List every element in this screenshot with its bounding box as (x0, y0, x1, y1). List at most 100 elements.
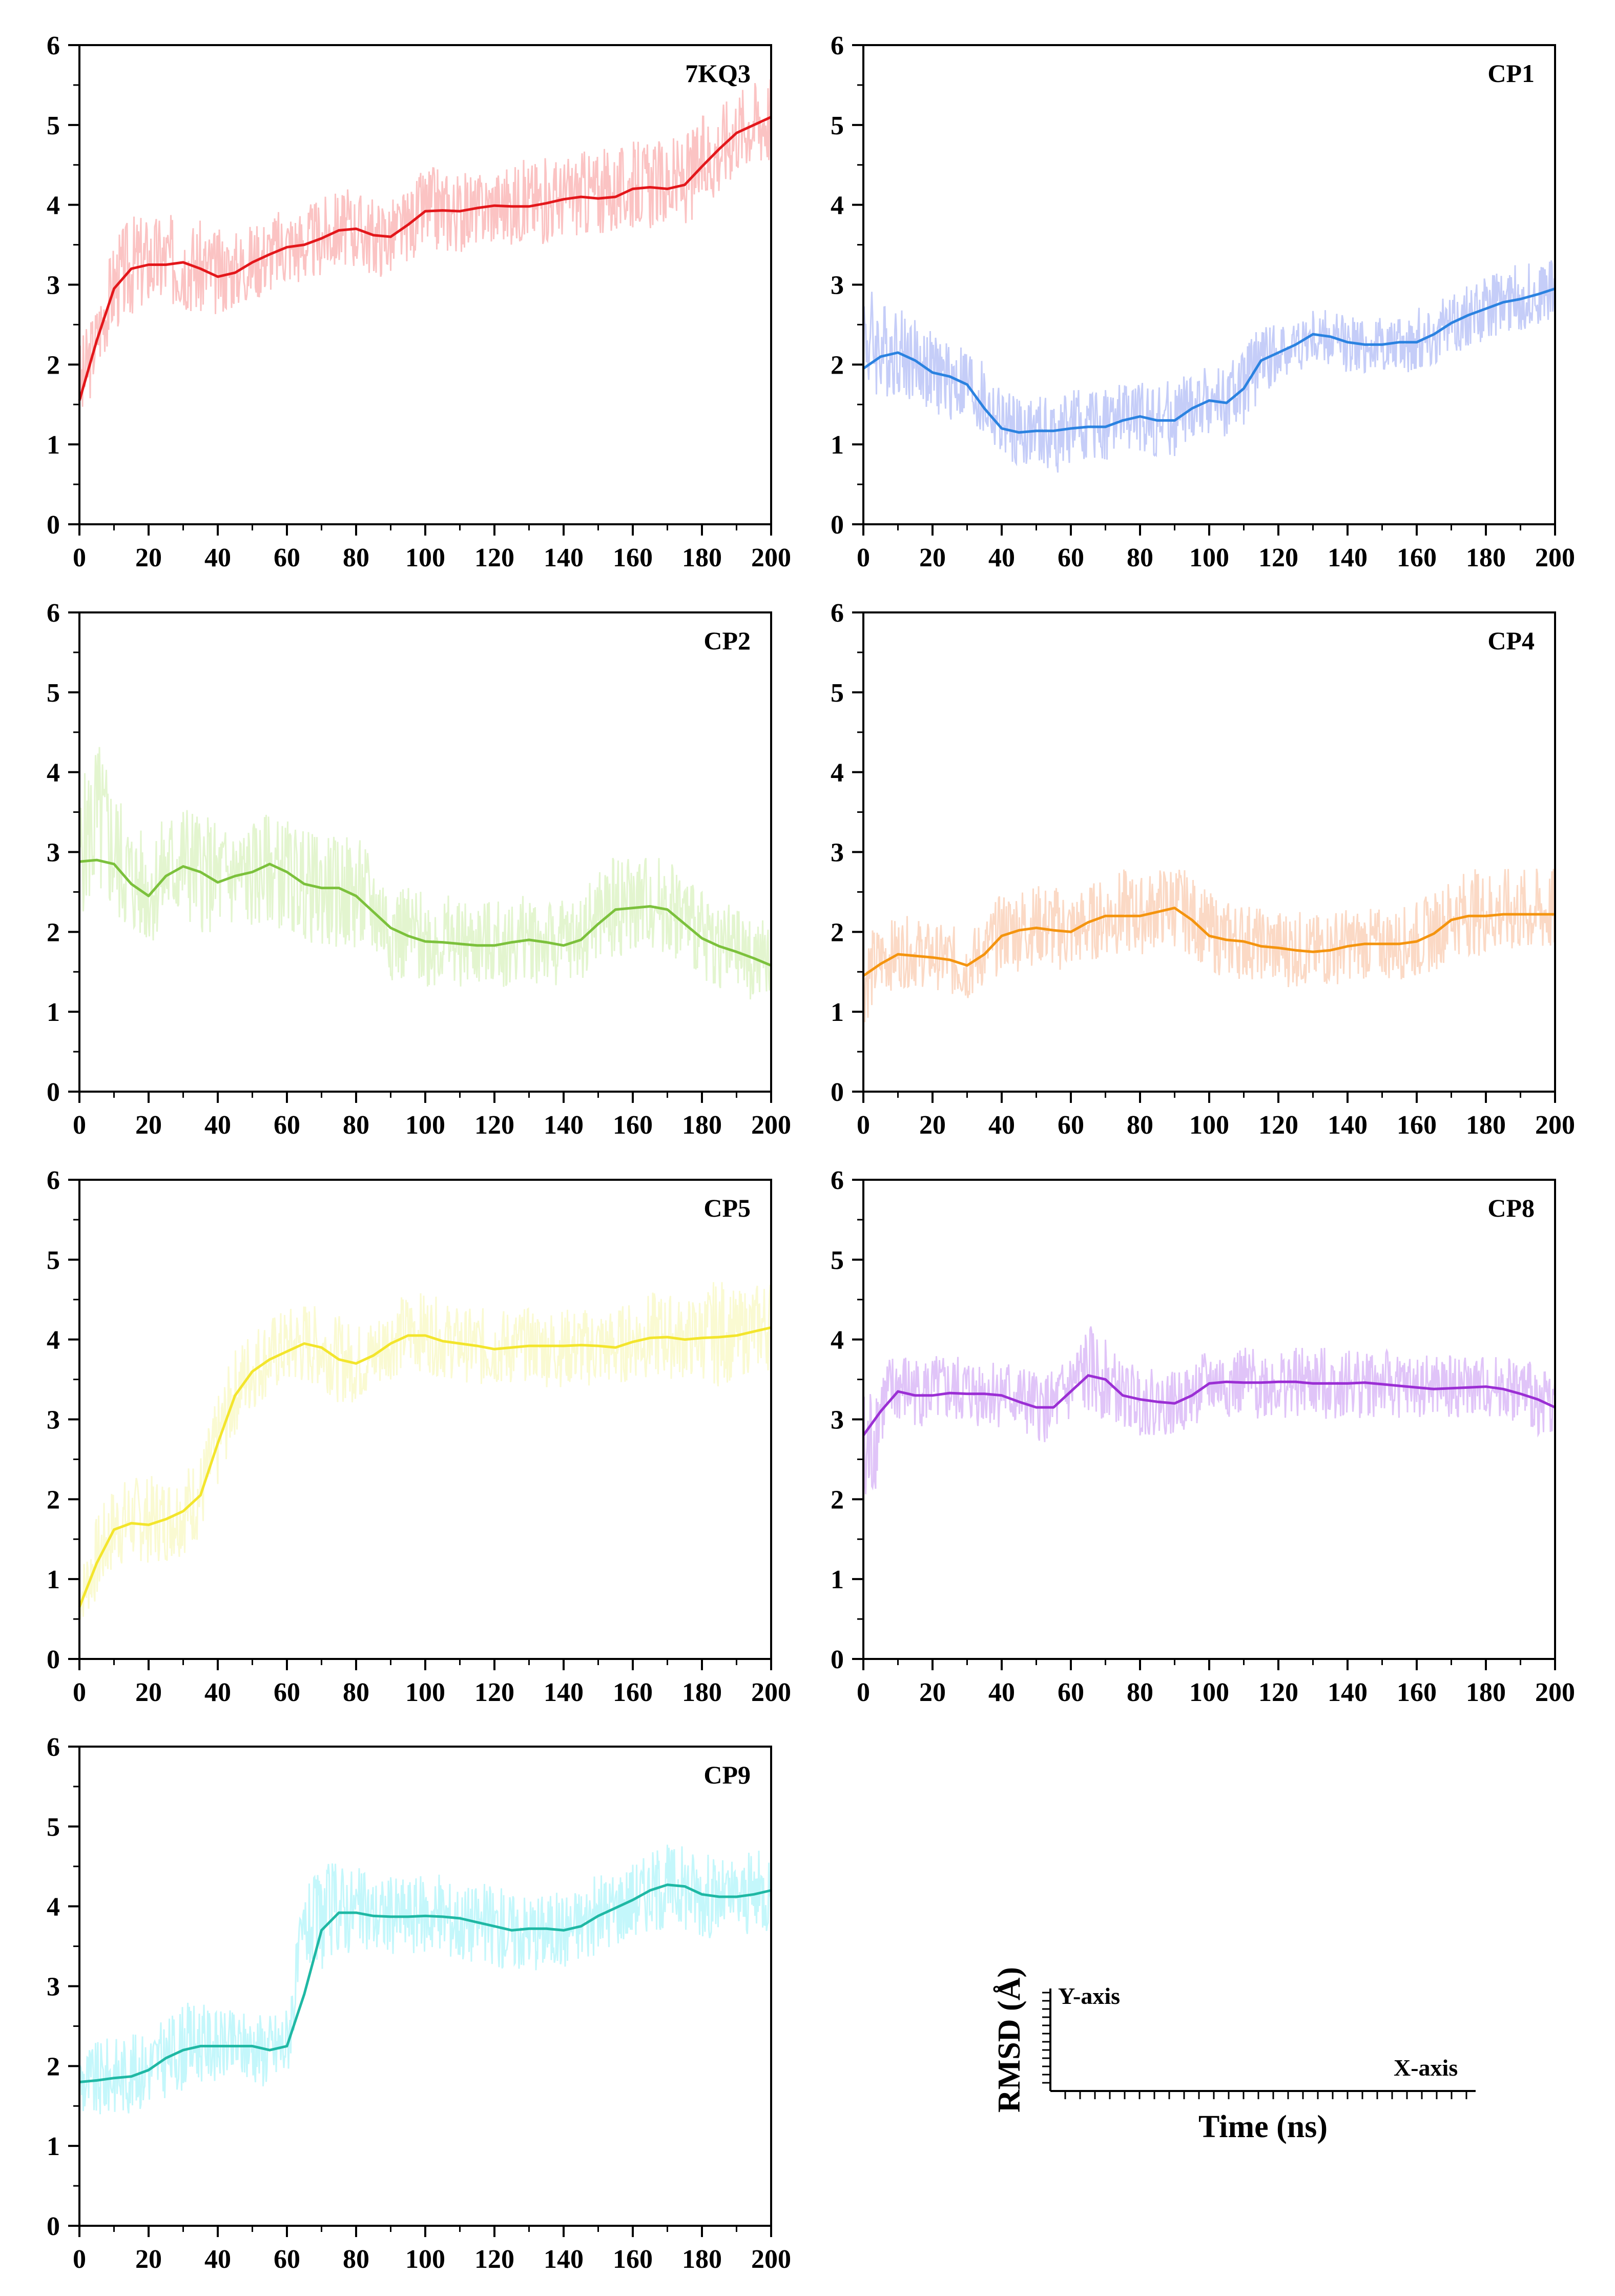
y-tick-label: 1 (831, 1565, 844, 1594)
x-tick-label: 120 (474, 1678, 514, 1707)
y-tick-label: 3 (47, 1973, 60, 2002)
y-tick-label: 6 (47, 599, 60, 628)
x-tick-label: 0 (73, 2245, 86, 2274)
x-tick-label: 140 (544, 543, 584, 572)
y-tick-label: 5 (831, 679, 844, 708)
raw-rmsd-trace (862, 868, 1556, 1022)
x-tick-label: 20 (919, 1678, 946, 1707)
x-tick-label: 200 (751, 543, 791, 572)
raw-rmsd-trace (78, 1844, 772, 2115)
y-tick-label: 3 (47, 271, 60, 300)
x-tick-label: 60 (274, 1111, 300, 1140)
y-tick-label: 2 (831, 918, 844, 947)
x-tick-label: 60 (274, 2245, 300, 2274)
x-tick-label: 200 (751, 2245, 791, 2274)
chart-panel-cp1: 0 20 40 60 80 100 120 140 160 180 200 0 1 2 3 4 5 6 CP1 (831, 31, 1575, 572)
legend-x-axis-label: X-axis (1394, 2055, 1458, 2081)
x-tick-label: 160 (1397, 1111, 1437, 1140)
legend-ylabel: RMSD (Å) (992, 1967, 1027, 2113)
x-tick-label: 60 (1058, 1678, 1084, 1707)
x-tick-label: 100 (1189, 1111, 1229, 1140)
x-tick-label: 20 (135, 2245, 162, 2274)
y-tick-label: 3 (831, 838, 844, 868)
plot-frame (862, 611, 1556, 1093)
x-tick-label: 140 (544, 1111, 584, 1140)
y-tick-label: 5 (831, 1246, 844, 1275)
y-tick-label: 3 (831, 271, 844, 300)
y-tick-label: 1 (831, 998, 844, 1027)
y-tick-label: 6 (47, 1166, 60, 1195)
plot-frame (862, 44, 1556, 525)
legend-ticks (1042, 1992, 1467, 2099)
y-tick-label: 1 (831, 430, 844, 460)
x-tick-label: 160 (613, 2245, 653, 2274)
y-tick-label: 1 (47, 430, 60, 460)
x-tick-label: 140 (544, 1678, 584, 1707)
x-tick-label: 140 (1328, 1678, 1368, 1707)
y-tick-label: 0 (47, 1078, 60, 1107)
x-tick-label: 60 (1058, 543, 1084, 572)
x-tick-label: 200 (751, 1678, 791, 1707)
x-tick-label: 40 (204, 1678, 231, 1707)
x-tick-label: 40 (988, 543, 1015, 572)
y-tick-label: 4 (831, 191, 844, 220)
x-tick-label: 20 (919, 543, 946, 572)
x-tick-label: 60 (1058, 1111, 1084, 1140)
x-tick-label: 80 (343, 543, 369, 572)
plot-frame (78, 1746, 772, 2227)
y-tick-label: 0 (831, 1078, 844, 1107)
x-tick-label: 60 (274, 543, 300, 572)
x-tick-label: 80 (343, 1678, 369, 1707)
x-tick-label: 20 (135, 543, 162, 572)
x-tick-label: 200 (1535, 543, 1575, 572)
chart-panel-cp5: 0 20 40 60 80 100 120 140 160 180 200 0 1 2 3 4 5 6 CP5 (47, 1166, 791, 1707)
axis-legend: Y-axis X-axis RMSD (Å) Time (ns) (992, 1967, 1476, 2144)
panel-label: CP8 (1487, 1194, 1535, 1222)
y-tick-label: 1 (47, 998, 60, 1027)
x-tick-label: 100 (405, 2245, 445, 2274)
x-tick-label: 80 (1127, 1678, 1153, 1707)
y-tick-label: 3 (831, 1406, 844, 1435)
y-tick-label: 5 (47, 111, 60, 140)
y-tick-label: 2 (831, 1485, 844, 1514)
y-tick-label: 2 (47, 918, 60, 947)
y-tick-label: 2 (47, 2052, 60, 2081)
raw-rmsd-trace (78, 1282, 772, 1619)
x-tick-label: 160 (613, 1111, 653, 1140)
panel-label: 7KQ3 (685, 59, 751, 88)
y-tick-label: 3 (47, 838, 60, 868)
x-tick-label: 20 (919, 1111, 946, 1140)
y-tick-label: 0 (47, 510, 60, 540)
raw-rmsd-trace (78, 747, 772, 1000)
x-tick-label: 0 (857, 1678, 870, 1707)
y-tick-label: 0 (831, 510, 844, 540)
chart-panel-cp9: 0 20 40 60 80 100 120 140 160 180 200 0 1 2 3 4 5 6 CP9 (47, 1733, 791, 2274)
y-tick-label: 6 (47, 31, 60, 60)
y-tick-label: 5 (47, 679, 60, 708)
x-tick-label: 120 (1258, 543, 1298, 572)
y-tick-label: 2 (831, 351, 844, 380)
y-tick-label: 4 (47, 758, 60, 788)
y-tick-label: 2 (47, 351, 60, 380)
x-tick-label: 180 (1466, 1678, 1506, 1707)
y-tick-label: 5 (47, 1246, 60, 1275)
raw-rmsd-trace (862, 260, 1556, 473)
y-tick-label: 0 (47, 2212, 60, 2241)
y-tick-label: 4 (831, 758, 844, 788)
chart-panel-7kq3: 0 20 40 60 80 100 120 140 160 180 200 0 1 2 3 4 5 6 7KQ3 (47, 31, 791, 572)
x-tick-label: 200 (751, 1111, 791, 1140)
x-tick-label: 120 (474, 543, 514, 572)
x-tick-label: 140 (1328, 543, 1368, 572)
x-tick-label: 80 (343, 2245, 369, 2274)
panel-label: CP5 (703, 1194, 751, 1222)
smoothed-rmsd-line (78, 116, 772, 401)
x-tick-label: 200 (1535, 1111, 1575, 1140)
chart-panel-cp2: 0 20 40 60 80 100 120 140 160 180 200 0 1 2 3 4 5 6 CP2 (47, 599, 791, 1140)
x-tick-label: 0 (857, 1111, 870, 1140)
x-tick-label: 180 (1466, 543, 1506, 572)
smoothed-rmsd-line (79, 858, 772, 967)
raw-rmsd-trace (862, 1326, 1556, 1505)
panel-label: CP1 (1487, 59, 1535, 88)
x-tick-label: 80 (1127, 543, 1153, 572)
